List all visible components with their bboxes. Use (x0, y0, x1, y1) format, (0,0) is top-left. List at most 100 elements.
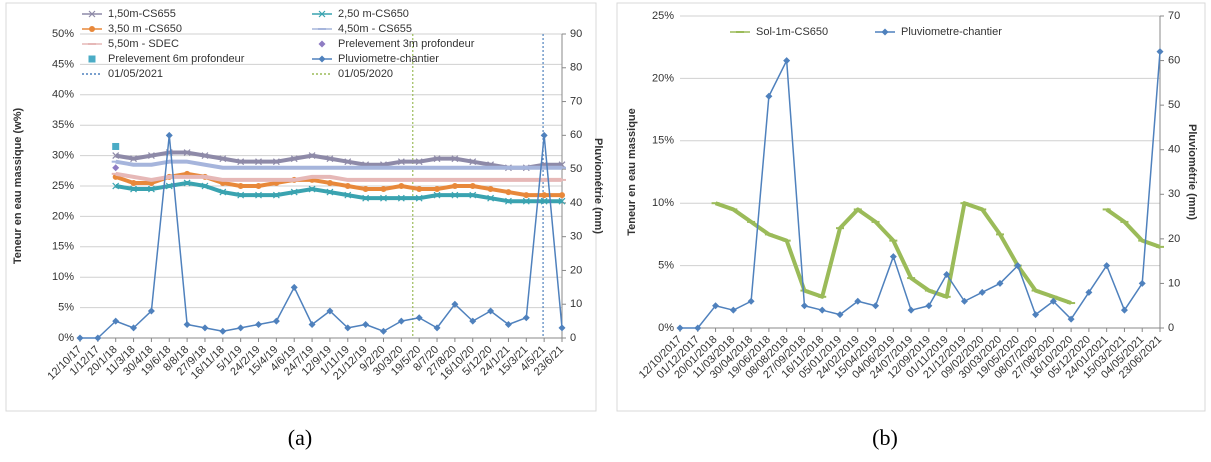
legend-marker (881, 28, 889, 36)
y2-tick-label: 30 (1168, 188, 1180, 200)
data-point (130, 185, 137, 193)
y-tick-label: 20% (652, 72, 674, 84)
data-point (112, 317, 120, 325)
panel-b (616, 2, 1206, 412)
data-point (397, 158, 405, 166)
data-point (344, 183, 351, 189)
data-point (379, 327, 387, 335)
data-point (272, 191, 280, 199)
legend-label: Pluviometre-chantier (901, 26, 1002, 38)
data-point (344, 324, 352, 332)
data-point (800, 302, 808, 310)
data-point (818, 306, 826, 314)
data-point (889, 253, 897, 261)
legend-label: 5,50m - SDEC (108, 38, 179, 50)
data-point (1067, 315, 1075, 323)
data-point (94, 334, 102, 342)
data-point (219, 188, 227, 196)
data-point (541, 192, 548, 199)
data-point (487, 186, 494, 193)
legend-label: 01/05/2021 (108, 68, 163, 80)
data-point (165, 131, 173, 139)
data-point (308, 320, 316, 328)
data-point (943, 271, 951, 279)
data-point (255, 191, 262, 199)
y-tick-label: 50% (52, 28, 74, 40)
data-point (694, 324, 702, 332)
data-point (1103, 262, 1111, 270)
data-point (960, 297, 968, 305)
data-point (380, 186, 387, 193)
data-point (326, 155, 334, 163)
y2-axis-label: Pluviométrie (mm) (1186, 124, 1198, 220)
data-point (712, 302, 720, 310)
data-point (451, 300, 459, 308)
y2-tick-label: 40 (1168, 144, 1180, 156)
legend-marker (88, 55, 96, 63)
data-point (872, 302, 880, 310)
data-point (183, 320, 191, 328)
data-point (415, 194, 423, 202)
data-point (397, 317, 405, 325)
y-tick-label: 35% (52, 119, 74, 131)
data-point (326, 179, 333, 186)
data-point (559, 192, 565, 199)
legend-label: Sol-1m-CS650 (756, 26, 828, 38)
data-point (433, 155, 441, 163)
y2-tick-label: 80 (570, 62, 582, 74)
data-point (362, 320, 370, 328)
data-point (272, 158, 280, 166)
data-point (201, 324, 209, 332)
data-point (487, 307, 495, 315)
data-point (219, 327, 227, 335)
data-point (434, 186, 441, 193)
y2-tick-label: 70 (570, 95, 582, 107)
y-tick-label: 10% (652, 197, 674, 209)
legend-marker (318, 40, 326, 48)
data-point (451, 191, 459, 199)
data-point (416, 186, 423, 193)
data-point (201, 152, 209, 160)
y2-tick-label: 10 (570, 298, 582, 310)
series-line (80, 134, 563, 339)
legend-marker (318, 10, 326, 18)
data-point (362, 194, 370, 202)
data-point (1120, 306, 1128, 314)
y-axis-label: Teneur en eau massique (w%) (12, 108, 24, 265)
legend-label: Prelevement 3m profondeur (338, 38, 475, 50)
data-point (397, 194, 405, 202)
y2-tick-label: 40 (570, 197, 582, 209)
data-point (76, 334, 84, 342)
data-point (290, 188, 298, 196)
data-point (747, 297, 755, 305)
y-tick-label: 5% (58, 302, 74, 314)
data-point (433, 324, 441, 332)
data-point (147, 307, 155, 315)
y2-tick-label: 50 (570, 163, 582, 175)
legend-label: 4,50m - CS655 (338, 23, 412, 35)
data-point (925, 302, 933, 310)
caption: (a) (288, 425, 312, 450)
data-point (290, 155, 298, 163)
series-line (115, 150, 562, 170)
legend-label: Prelevement 6m profondeur (108, 53, 245, 65)
data-point (237, 158, 245, 166)
series-line (115, 171, 562, 198)
panel-a (5, 2, 597, 412)
data-point (522, 314, 530, 322)
data-point (165, 182, 173, 190)
data-point (255, 183, 262, 189)
data-point (272, 317, 280, 325)
data-point (1156, 48, 1164, 56)
data-point (147, 185, 155, 193)
legend-marker (318, 55, 326, 63)
y-tick-label: 20% (52, 210, 74, 222)
data-point (344, 158, 352, 166)
data-point (505, 189, 512, 196)
data-point (255, 158, 262, 166)
legend-marker (88, 10, 96, 18)
y-axis-label: Teneur en eau massique (626, 108, 638, 236)
data-point (433, 191, 441, 199)
